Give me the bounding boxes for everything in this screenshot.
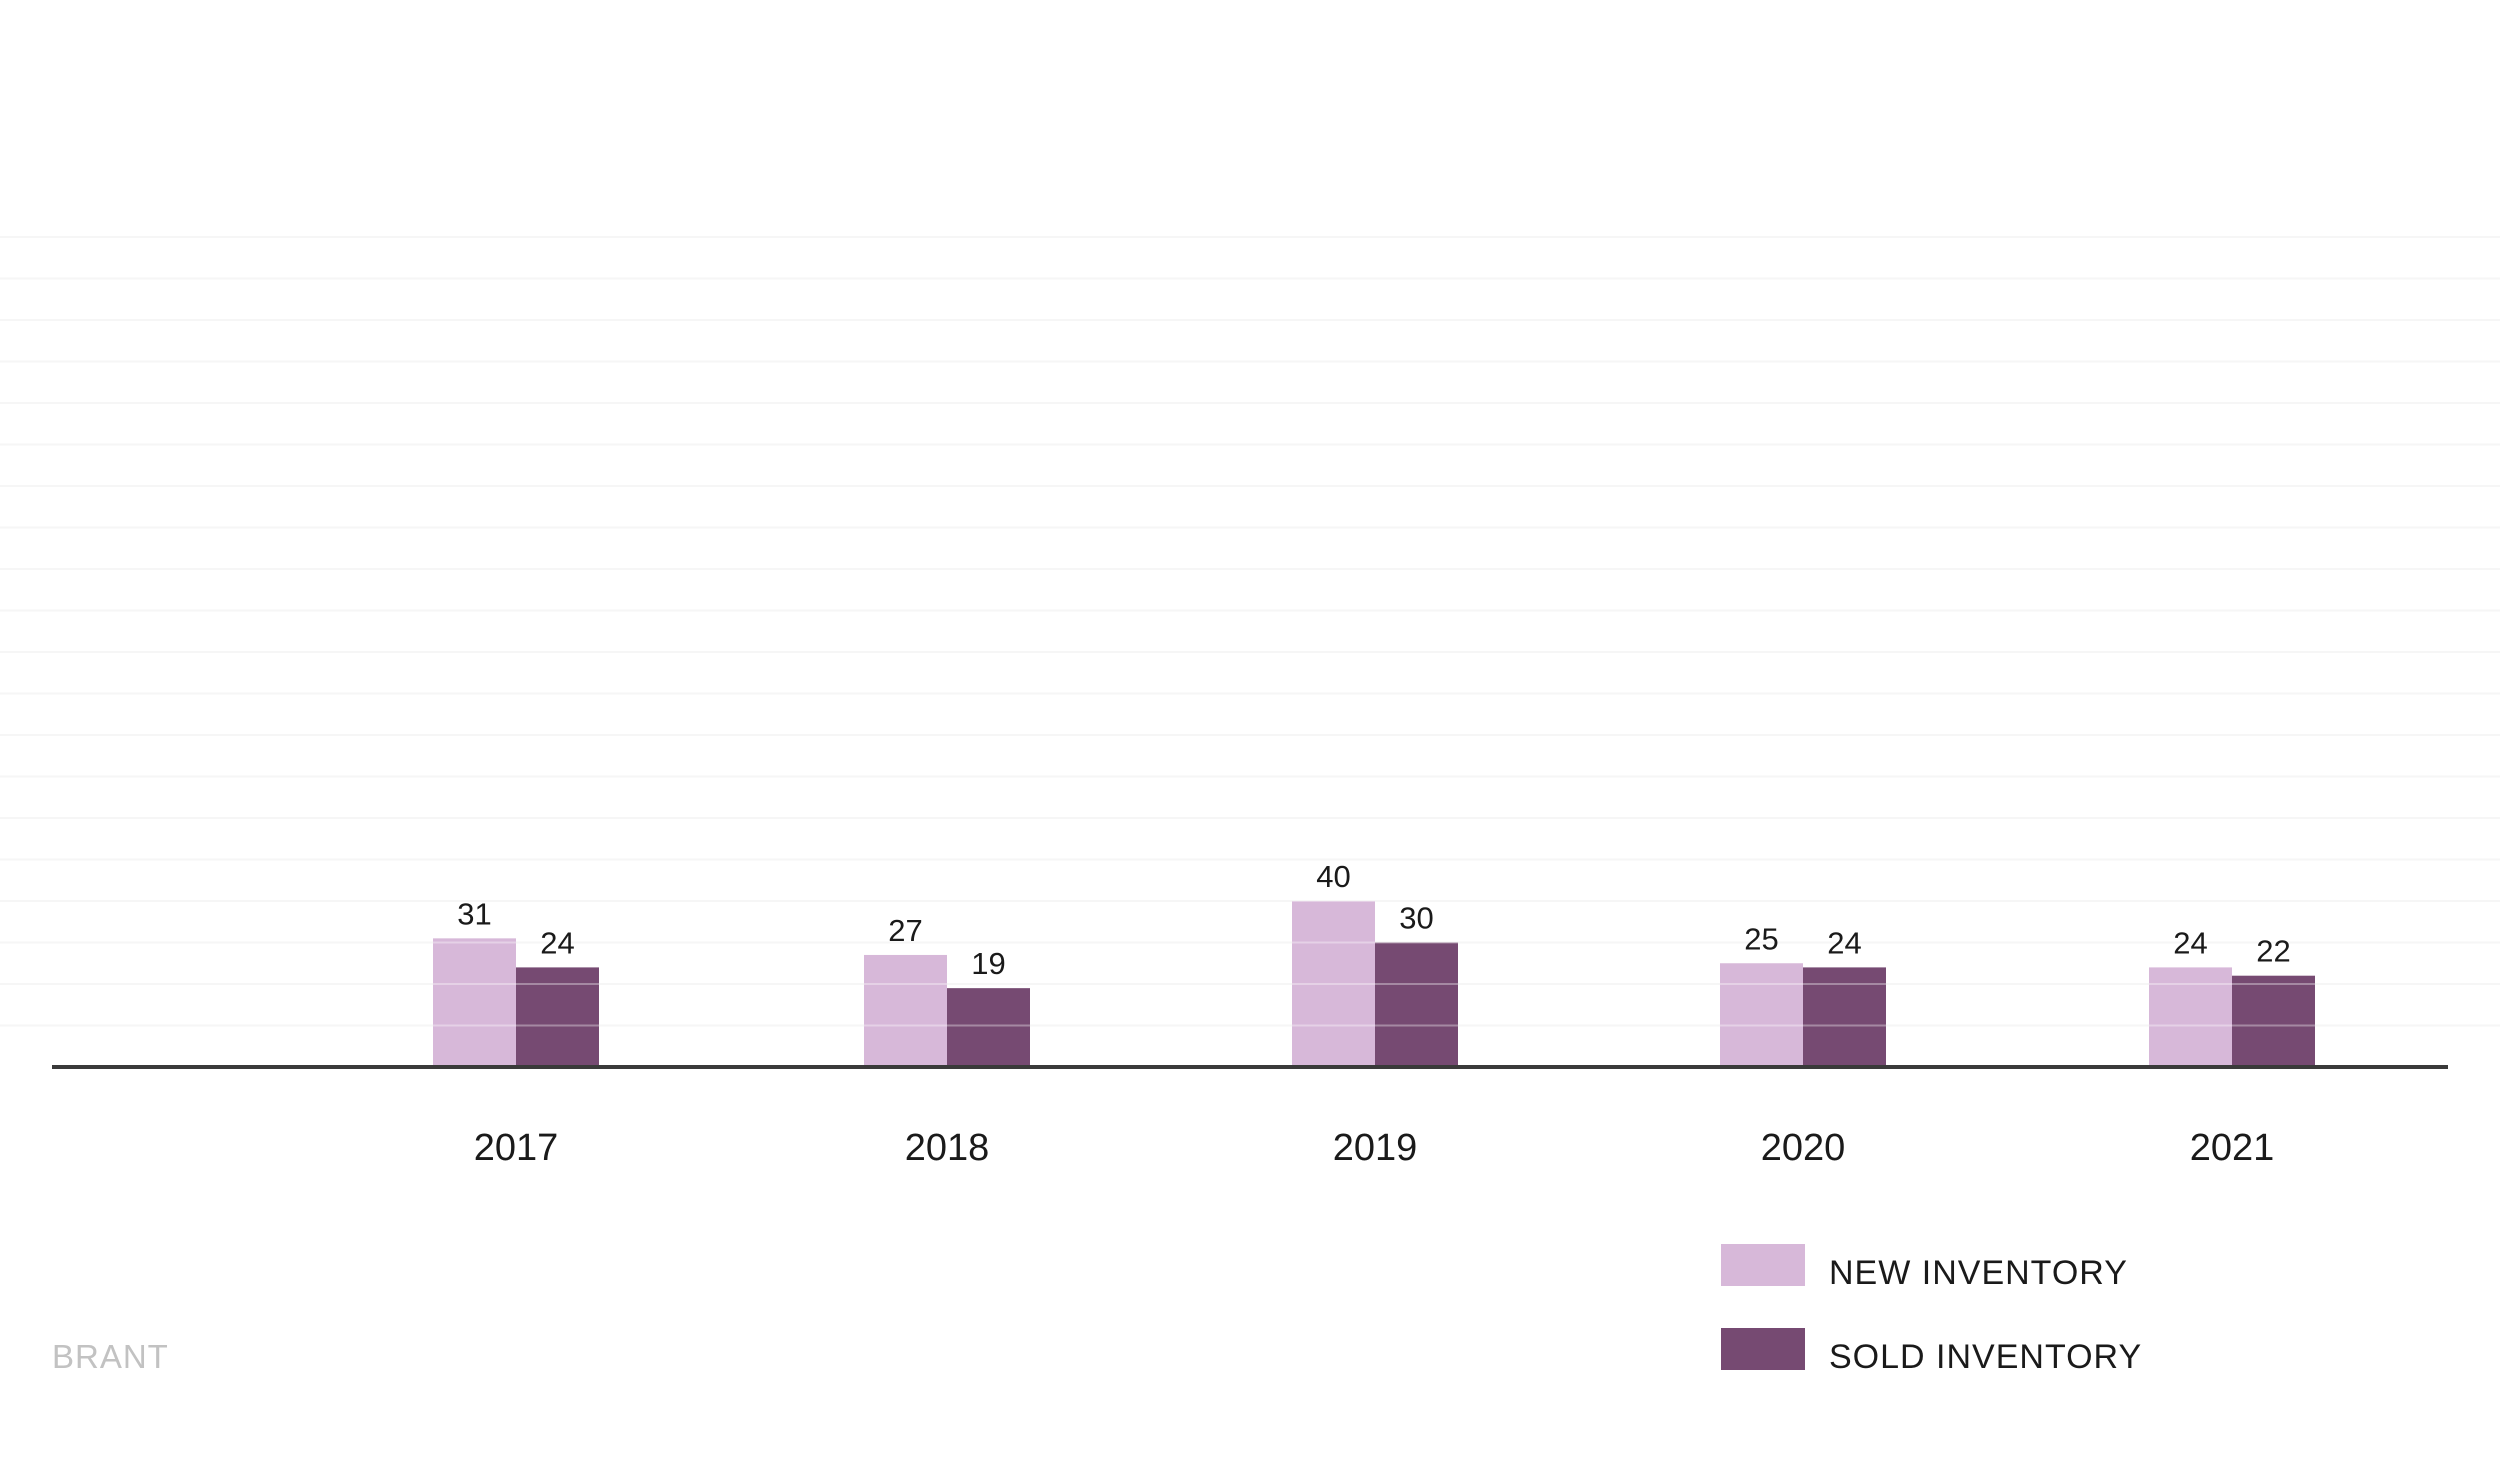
bars — [0, 236, 2500, 1067]
bar-new-2017 — [433, 938, 516, 1067]
value-label-new-2017: 31 — [457, 896, 491, 931]
bar-new-2021 — [2149, 967, 2232, 1067]
value-label-sold-2021: 22 — [2256, 934, 2290, 969]
bar-new-2018 — [864, 954, 947, 1067]
x-tick-label-2017: 2017 — [474, 1127, 559, 1169]
x-tick-labels: 2017 2018 2019 2020 2021 — [474, 1127, 2275, 1169]
value-label-sold-2019: 30 — [1399, 901, 1433, 936]
value-label-new-2021: 24 — [2173, 925, 2207, 960]
legend-label-sold: SOLD INVENTORY — [1829, 1338, 2142, 1376]
bar-new-2019 — [1292, 901, 1375, 1067]
legend-swatch-sold — [1721, 1328, 1805, 1370]
legend-label-new: NEW INVENTORY — [1829, 1254, 2128, 1292]
value-label-new-2020: 25 — [1744, 921, 1778, 956]
x-tick-label-2019: 2019 — [1333, 1127, 1418, 1169]
bar-sold-2018 — [947, 988, 1030, 1067]
x-tick-label-2020: 2020 — [1761, 1127, 1846, 1169]
value-label-sold-2017: 24 — [540, 925, 574, 960]
bar-sold-2017 — [516, 967, 599, 1067]
value-labels: 31 24 27 19 40 30 25 24 24 22 — [457, 859, 2290, 981]
bar-sold-2021 — [2232, 975, 2315, 1067]
legend: NEW INVENTORY SOLD INVENTORY — [1721, 1244, 2142, 1376]
bar-sold-2019 — [1375, 942, 1458, 1067]
value-label-new-2019: 40 — [1316, 859, 1350, 894]
bar-new-2020 — [1720, 963, 1803, 1067]
x-tick-label-2021: 2021 — [2190, 1127, 2275, 1169]
grid-lines — [0, 236, 2500, 1027]
bar-sold-2020 — [1803, 967, 1886, 1067]
legend-swatch-new — [1721, 1244, 1805, 1286]
brand-footer: BRANT — [52, 1338, 169, 1375]
value-label-sold-2018: 19 — [971, 946, 1005, 981]
value-label-sold-2020: 24 — [1827, 925, 1861, 960]
value-label-new-2018: 27 — [888, 913, 922, 948]
x-tick-label-2018: 2018 — [905, 1127, 990, 1169]
